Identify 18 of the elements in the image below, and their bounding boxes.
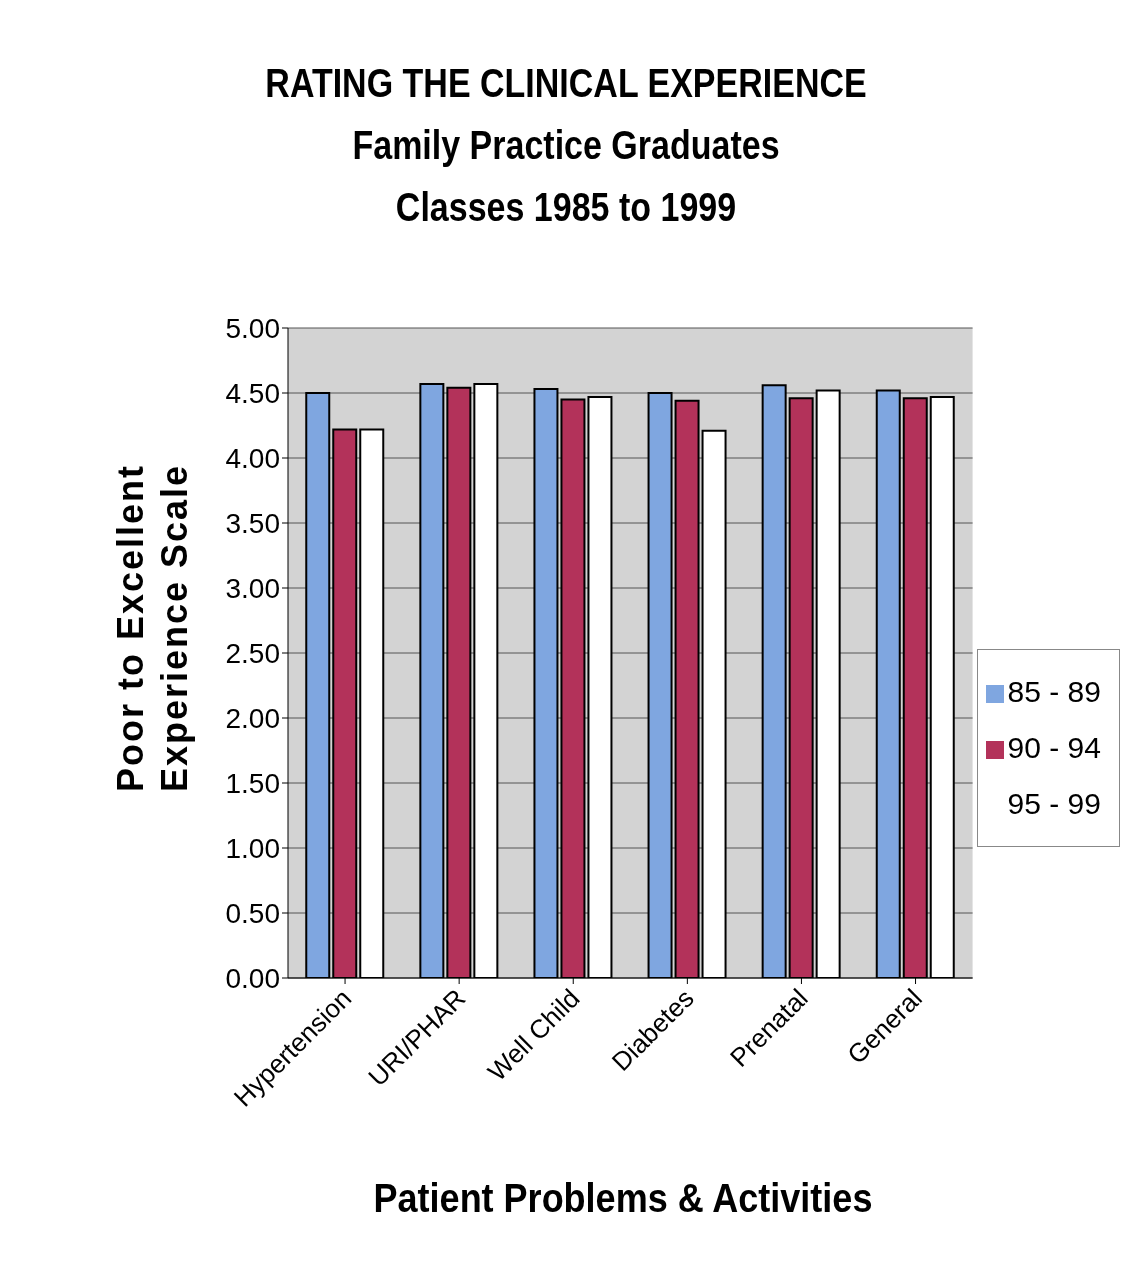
y-tick-label: 1.50 (225, 767, 280, 799)
y-tick-label: 3.50 (225, 507, 280, 539)
y-tick-label: 2.50 (225, 637, 280, 669)
y-tick-label: 1.00 (225, 832, 280, 864)
y-tick-label: 3.00 (225, 572, 280, 604)
y-tick-label: 4.50 (225, 377, 280, 409)
y-tick-label: 5.00 (225, 312, 280, 344)
chart-subtitle: Family Practice Graduates Classes 1985 to 1999 (351, 122, 781, 231)
series-label: 95 - 99 (1007, 787, 1101, 820)
y-tick-label: 4.00 (225, 442, 280, 474)
y-tick-label: 2.00 (225, 702, 280, 734)
y-axis-title: Poor to Excellent Experience Scale (109, 462, 196, 795)
y-tick-label: 0.00 (225, 962, 280, 994)
y-tick-label: 0.50 (225, 897, 280, 929)
legend-label: 85 - 89 (1007, 675, 1101, 708)
chart-title: RATING THE CLINICAL EXPERIENCE (264, 60, 868, 107)
x-axis-title: Patient Problems & Activities (372, 1176, 874, 1221)
legend-label: 90 - 94 (1007, 731, 1101, 764)
